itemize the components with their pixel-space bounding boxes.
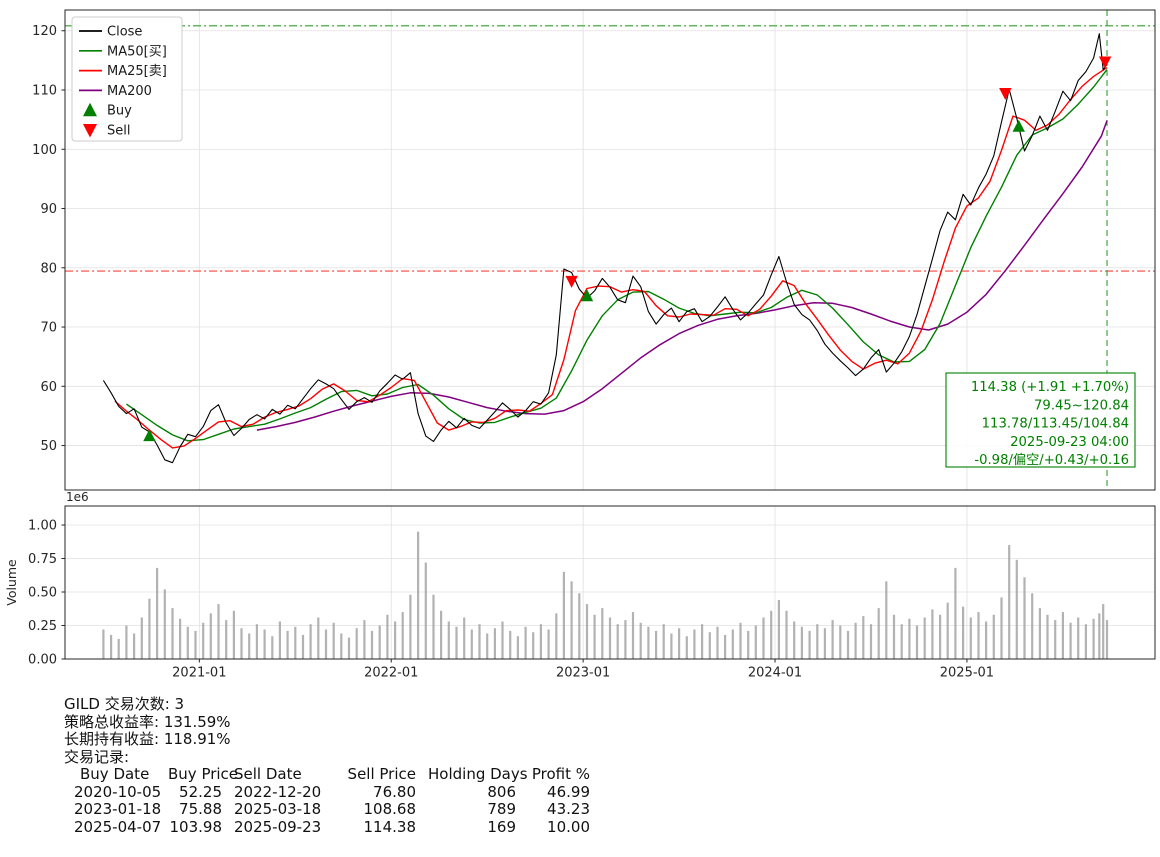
x-tick-label: 2025-01 (940, 666, 994, 681)
y-tick-label: 120 (32, 24, 57, 39)
gridlines (65, 10, 1155, 660)
legend-label: MA50[买] (107, 44, 167, 59)
trade-table-header-cell: Buy Date (80, 765, 150, 783)
buy-marker-icon (83, 102, 97, 117)
svg-text:114.38 (+1.91 +1.70%): 114.38 (+1.91 +1.70%) (971, 380, 1129, 395)
buy-marker-icon (143, 429, 156, 442)
trade-table-cell: 10.00 (547, 817, 590, 836)
trade-table-header-cell: Buy Price (168, 765, 239, 783)
trade-table-cell: 52.25 (179, 782, 222, 801)
trade-table-cell: 2020-10-05 (74, 782, 162, 801)
trade-table-cell: 2025-04-07 (74, 817, 162, 836)
x-tick-label: 2024-01 (748, 666, 802, 681)
trade-table: Buy Date Buy Price Sell Date Sell Price Hold… (64, 765, 1160, 837)
x-tick-label: 2023-01 (556, 666, 610, 681)
volume-tick-label: 0.00 (28, 653, 57, 668)
legend-label: Close (107, 25, 142, 40)
buy-marker-icon (580, 289, 594, 302)
sell-marker-icon (999, 87, 1012, 100)
buy-marker-icon (1012, 119, 1025, 132)
volume-tick-label: 0.75 (28, 552, 57, 567)
axis-labels: 50 60 70 80 90 100 110 120 0.00 0.25 0.50 0.75 1.00 2… (4, 24, 994, 680)
trade-table-header-cell: Sell Price (347, 765, 416, 783)
trade-table-header-cell: Profit % (531, 765, 590, 783)
sell-marker-icon (1098, 56, 1112, 69)
trade-table-cell: 806 (487, 782, 516, 801)
legend-label: Buy (107, 104, 132, 119)
trade-table-cell: 2023-01-18 (74, 800, 162, 818)
y-tick-label: 50 (40, 439, 57, 454)
ma200-line (256, 120, 1108, 431)
legend-label: MA200 (107, 84, 152, 99)
trade-table-cell: 108.68 (363, 800, 417, 818)
svg-text:-0.98/偏空/+0.43/+0.16: -0.98/偏空/+0.43/+0.16 (974, 452, 1129, 468)
trade-table-cell: 789 (487, 800, 516, 818)
y-tick-label: 80 (40, 261, 57, 276)
trade-table-cell: 2025-09-23 (234, 817, 322, 836)
trade-table-cell: 2022-12-20 (234, 782, 322, 801)
trade-table-cell: 46.99 (547, 782, 590, 801)
trade-table-cell: 169 (487, 817, 516, 836)
y-tick-label: 110 (32, 84, 57, 99)
volume-axis-title: Volume (4, 559, 19, 606)
y-tick-label: 70 (40, 321, 57, 336)
trade-table-cell: 75.88 (179, 800, 222, 818)
volume-panel-border (64, 505, 1156, 660)
stat-strategy-return: 策略总收益率: 131.59% (64, 712, 231, 731)
volume-bars (102, 531, 1109, 659)
y-tick-label: 90 (40, 202, 57, 217)
trade-table-cell: 114.38 (363, 817, 417, 836)
close-line (102, 33, 1108, 464)
y-tick-label: 100 (32, 143, 57, 158)
trade-table-cell: 103.98 (169, 817, 223, 836)
trade-table-cell: 2025-03-18 (234, 800, 322, 818)
stat-buyhold-return: 长期持有收益: 118.91% (64, 730, 231, 748)
legend-label: Sell (107, 124, 130, 139)
svg-text:2025-09-23 04:00: 2025-09-23 04:00 (1010, 435, 1129, 450)
trade-table-header: Buy Date Buy Price Sell Date Sell Price Hold… (64, 765, 1160, 784)
volume-tick-label: 1.00 (28, 519, 57, 534)
trade-table-cell: 43.23 (547, 800, 590, 818)
stat-symbol-trades: GILD 交易次数: 3 (64, 695, 185, 713)
sell-markers (565, 56, 1112, 288)
x-tick-label: 2021-01 (172, 666, 226, 681)
svg-text:79.45~120.84: 79.45~120.84 (1034, 398, 1129, 413)
price-annotation: 114.38 (+1.91 +1.70%) 79.45~120.84 113.78/… (945, 372, 1136, 468)
table-row: 2023-01-18 75.88 2025-03-18 108.68 789 43.23 (64, 800, 1160, 819)
legend-label: MA25[卖] (107, 64, 167, 79)
stat-trade-log-title: 交易记录: (64, 747, 130, 766)
volume-offset-label: 1e6 (66, 490, 89, 504)
sell-marker-icon (83, 124, 97, 138)
trade-table-header-cell: Holding Days (428, 765, 528, 783)
legend: Close MA50[买] MA25[卖] MA200 Buy Sell (71, 16, 183, 142)
trade-table-cell: 76.80 (373, 782, 416, 801)
y-tick-label: 60 (40, 380, 57, 395)
volume-tick-label: 0.25 (28, 619, 57, 634)
volume-tick-label: 0.50 (28, 586, 57, 601)
svg-text:113.78/113.45/104.84: 113.78/113.45/104.84 (982, 417, 1129, 432)
buy-markers (143, 119, 1025, 442)
price-panel-border (64, 9, 1156, 491)
price-volume-chart: 114.38 (+1.91 +1.70%) 79.45~120.84 113.78/… (4, 9, 1156, 681)
sell-marker-icon (565, 275, 578, 288)
trade-table-header-cell: Sell Date (234, 765, 302, 783)
x-tick-label: 2022-01 (364, 666, 418, 681)
table-row: 2020-10-05 52.25 2022-12-20 76.80 806 46.99 (64, 782, 1160, 802)
strategy-stats: GILD 交易次数: 3 策略总收益率: 131.59% 长期持有收益: 118… (64, 695, 1160, 837)
table-row: 2025-04-07 103.98 2025-09-23 114.38 169 10.00 (64, 817, 1160, 837)
